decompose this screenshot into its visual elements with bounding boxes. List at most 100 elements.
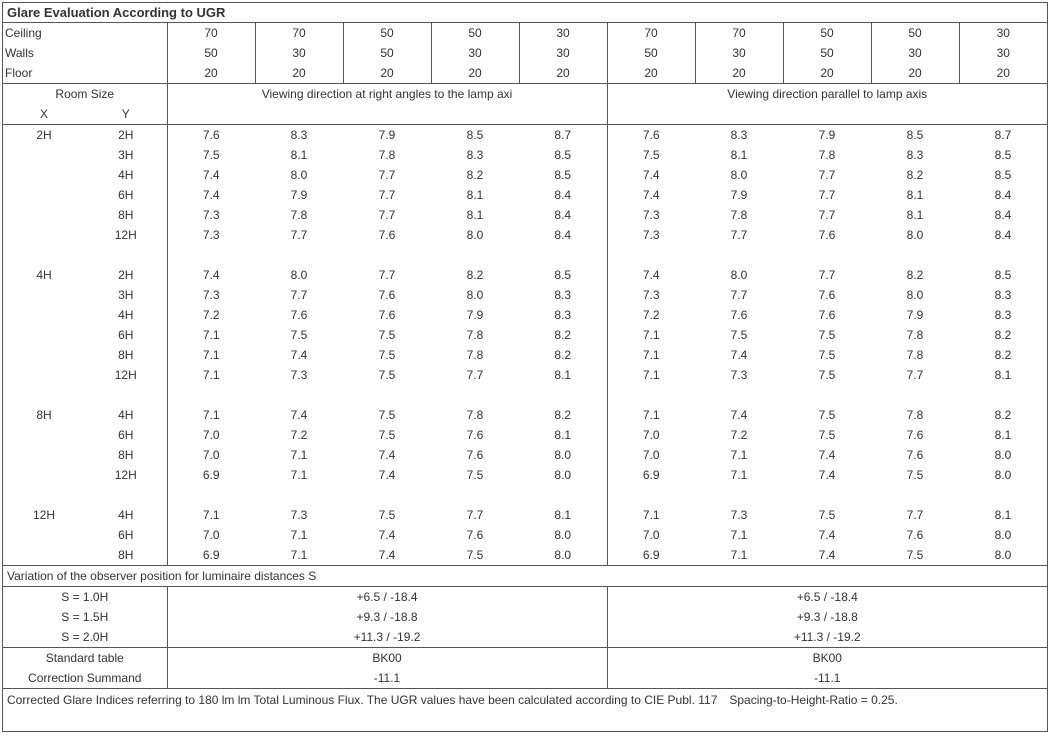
ugr-value: 8.4 xyxy=(519,225,607,245)
ugr-value: 7.3 xyxy=(167,285,255,305)
ugr-value: 7.5 xyxy=(783,425,871,445)
ugr-value: 8.0 xyxy=(695,265,783,285)
surface-value: 20 xyxy=(695,63,783,84)
ugr-value: 7.6 xyxy=(343,305,431,325)
room-y: 6H xyxy=(85,325,167,345)
ugr-value: 8.1 xyxy=(519,365,607,385)
ugr-value: 8.2 xyxy=(431,265,519,285)
ugr-value: 8.1 xyxy=(959,505,1047,525)
ugr-value: 7.7 xyxy=(871,365,959,385)
ugr-value: 7.9 xyxy=(431,305,519,325)
ugr-value: 7.3 xyxy=(255,365,343,385)
standard-table-right: BK00 xyxy=(607,648,1047,669)
ugr-value: 8.0 xyxy=(695,165,783,185)
surface-value: 50 xyxy=(431,23,519,43)
ugr-value: 8.7 xyxy=(959,125,1047,146)
variation-left: +6.5 / -18.4 xyxy=(167,587,607,608)
surface-value: 30 xyxy=(695,43,783,63)
ugr-value: 7.1 xyxy=(607,505,695,525)
ugr-value: 7.2 xyxy=(167,305,255,325)
ugr-value: 7.6 xyxy=(695,305,783,325)
ugr-value: 7.0 xyxy=(167,445,255,465)
ugr-value: 7.6 xyxy=(431,445,519,465)
ugr-value: 7.1 xyxy=(695,545,783,566)
ugr-value: 7.4 xyxy=(255,345,343,365)
ugr-value: 7.7 xyxy=(343,185,431,205)
ugr-value: 7.6 xyxy=(431,425,519,445)
room-size-label: Room Size xyxy=(3,84,167,105)
ugr-value: 8.0 xyxy=(871,285,959,305)
ugr-value: 7.7 xyxy=(871,505,959,525)
room-y: 8H xyxy=(85,205,167,225)
ugr-value: 6.9 xyxy=(607,545,695,566)
ugr-value: 7.4 xyxy=(167,185,255,205)
ugr-value: 7.0 xyxy=(607,425,695,445)
ugr-value: 8.4 xyxy=(959,185,1047,205)
ugr-value: 8.3 xyxy=(959,305,1047,325)
ugr-value: 7.7 xyxy=(343,265,431,285)
ugr-value: 8.5 xyxy=(519,265,607,285)
ugr-value: 7.6 xyxy=(255,305,343,325)
footnote-text: Corrected Glare Indices referring to 180… xyxy=(3,688,1047,731)
room-x xyxy=(3,285,85,305)
surface-value: 70 xyxy=(167,23,255,43)
room-x xyxy=(3,205,85,225)
room-y: 6H xyxy=(85,425,167,445)
ugr-value: 8.0 xyxy=(959,465,1047,485)
ugr-value: 8.1 xyxy=(959,365,1047,385)
ugr-value: 7.6 xyxy=(783,305,871,325)
surface-value: 20 xyxy=(519,63,607,84)
ugr-value: 8.1 xyxy=(871,205,959,225)
ugr-value: 8.2 xyxy=(431,165,519,185)
variation-s-label: S = 1.5H xyxy=(3,607,167,627)
room-x: 12H xyxy=(3,505,85,525)
correction-label: Correction Summand xyxy=(3,668,167,688)
ugr-value: 7.4 xyxy=(255,405,343,425)
room-y: 6H xyxy=(85,525,167,545)
ugr-value: 7.1 xyxy=(695,525,783,545)
surface-value: 20 xyxy=(343,63,431,84)
surface-label: Floor xyxy=(3,63,167,84)
ugr-value: 7.1 xyxy=(167,405,255,425)
ugr-value: 7.9 xyxy=(343,125,431,146)
ugr-value: 7.5 xyxy=(343,505,431,525)
x-label: X xyxy=(3,104,85,125)
room-y: 2H xyxy=(85,265,167,285)
ugr-value: 8.0 xyxy=(959,545,1047,566)
ugr-value: 7.8 xyxy=(431,405,519,425)
room-y: 12H xyxy=(85,225,167,245)
ugr-value: 7.8 xyxy=(871,345,959,365)
variation-s-label: S = 2.0H xyxy=(3,627,167,648)
ugr-value: 8.2 xyxy=(519,325,607,345)
ugr-value: 8.2 xyxy=(871,165,959,185)
surface-value: 30 xyxy=(871,43,959,63)
ugr-value: 7.4 xyxy=(607,185,695,205)
variation-header: Variation of the observer position for l… xyxy=(3,566,1047,587)
room-x xyxy=(3,325,85,345)
view-direction-right: Viewing direction parallel to lamp axis xyxy=(607,84,1047,105)
room-x xyxy=(3,165,85,185)
ugr-value: 7.0 xyxy=(167,425,255,445)
ugr-value: 7.5 xyxy=(167,145,255,165)
ugr-value: 7.7 xyxy=(343,165,431,185)
room-x xyxy=(3,525,85,545)
ugr-value: 7.4 xyxy=(695,345,783,365)
ugr-value: 7.9 xyxy=(871,305,959,325)
ugr-value: 7.7 xyxy=(431,505,519,525)
ugr-value: 7.1 xyxy=(167,505,255,525)
variation-left: +9.3 / -18.8 xyxy=(167,607,607,627)
surface-value: 30 xyxy=(519,43,607,63)
ugr-value: 7.4 xyxy=(167,265,255,285)
ugr-value: 7.7 xyxy=(783,185,871,205)
variation-right: +11.3 / -19.2 xyxy=(607,627,1047,648)
room-y: 4H xyxy=(85,505,167,525)
ugr-value: 8.2 xyxy=(959,325,1047,345)
ugr-value: 7.8 xyxy=(343,145,431,165)
ugr-value: 8.5 xyxy=(959,145,1047,165)
surface-value: 20 xyxy=(871,63,959,84)
ugr-value: 7.5 xyxy=(871,545,959,566)
surface-value: 20 xyxy=(255,63,343,84)
ugr-value: 8.3 xyxy=(695,125,783,146)
surface-value: 30 xyxy=(519,23,607,43)
ugr-value: 8.7 xyxy=(519,125,607,146)
